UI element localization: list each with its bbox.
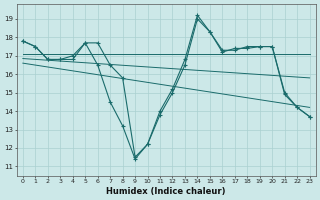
X-axis label: Humidex (Indice chaleur): Humidex (Indice chaleur) [107,187,226,196]
